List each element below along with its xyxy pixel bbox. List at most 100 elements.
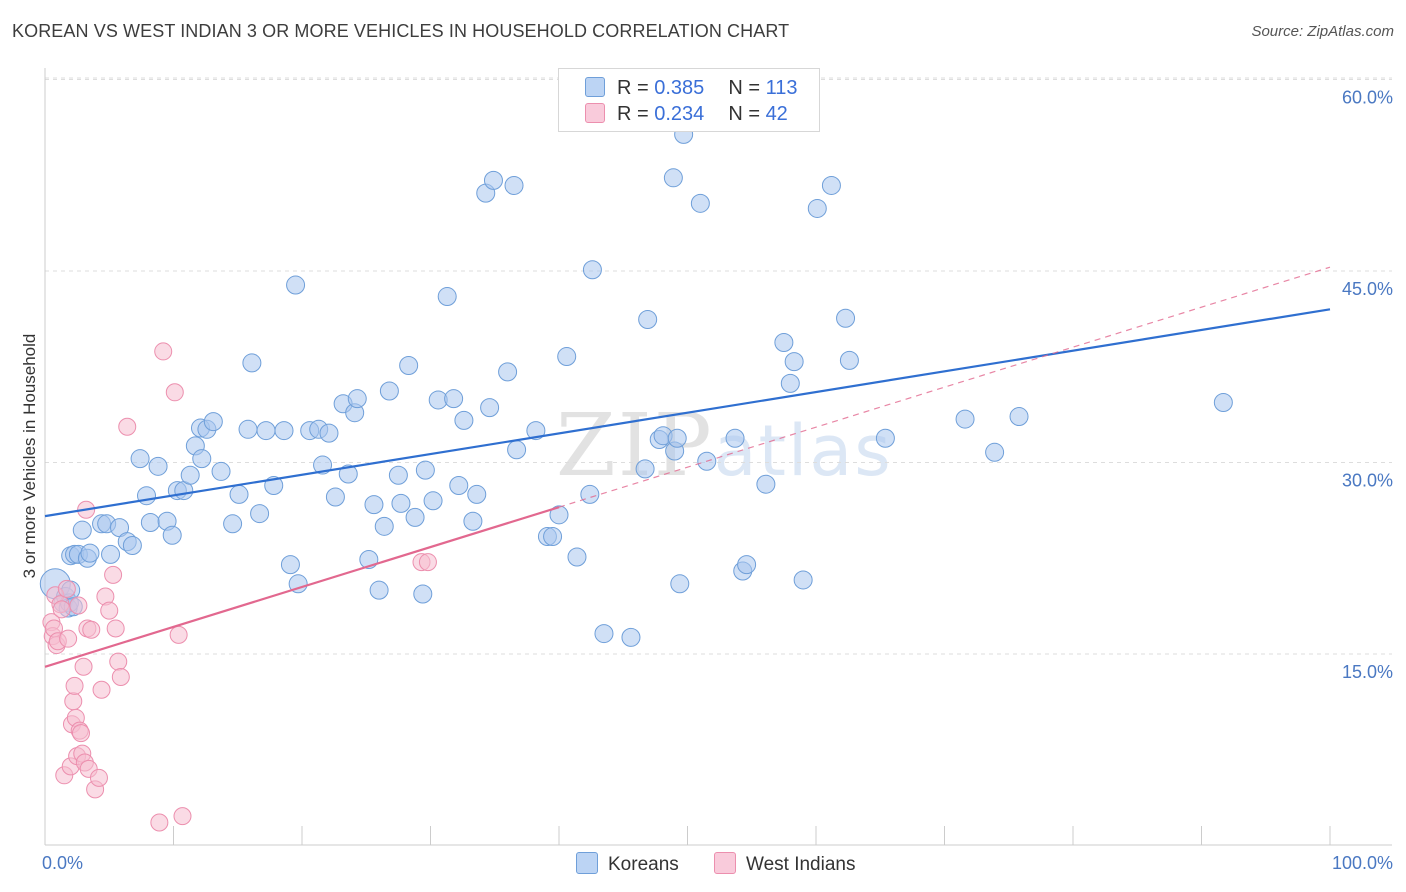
korean-point — [148, 456, 168, 476]
korean-point — [347, 389, 367, 409]
westindian-point — [173, 807, 192, 826]
westindian-swatch — [585, 103, 605, 123]
westindian-point — [418, 553, 437, 572]
westindian-point — [65, 676, 84, 695]
korean-point — [594, 624, 614, 644]
korean-r-value: 0.385 — [654, 77, 705, 99]
korean-point — [557, 347, 577, 367]
korean-point — [130, 449, 150, 469]
westindian-point — [59, 629, 78, 648]
korean-point — [638, 310, 658, 330]
korean-point — [670, 574, 690, 594]
korean-legend-label: Koreans — [608, 854, 679, 875]
korean-point — [313, 455, 333, 475]
korean-point — [1213, 392, 1233, 412]
westindian-points — [42, 342, 437, 832]
westindian-point — [109, 652, 128, 671]
korean-legend-swatch — [576, 852, 598, 874]
korean-point — [549, 505, 569, 525]
korean-point — [836, 308, 856, 328]
korean-point — [483, 170, 503, 190]
westindian-trend-extension — [558, 266, 1331, 508]
y-tick-label: 30.0% — [1342, 471, 1393, 491]
korean-point — [780, 373, 800, 393]
korean-point — [690, 193, 710, 213]
korean-point — [774, 332, 794, 352]
bottom-legend-korean: Koreans — [576, 852, 679, 876]
korean-point — [180, 465, 200, 485]
korean-trend-line — [44, 308, 1331, 518]
westindian-n-label: N = — [728, 103, 766, 125]
korean-point — [415, 460, 435, 480]
y-tick-label: 60.0% — [1342, 88, 1393, 108]
korean-point — [162, 525, 182, 545]
korean-point — [504, 175, 524, 195]
korean-point — [437, 287, 457, 307]
bottom-legend-westindian: West Indians — [714, 852, 855, 876]
korean-point — [203, 412, 223, 432]
westindian-point — [92, 680, 111, 699]
korean-point — [955, 409, 975, 429]
westindian-point — [57, 579, 76, 598]
korean-point — [821, 175, 841, 195]
source-label: Source: ZipAtlas.com — [1251, 23, 1394, 40]
korean-point — [238, 419, 258, 439]
korean-point — [101, 544, 121, 564]
korean-point — [423, 491, 443, 511]
westindian-point — [118, 417, 137, 436]
korean-point — [80, 543, 100, 563]
y-tick-label: 15.0% — [1342, 662, 1393, 682]
westindian-n-value: 42 — [765, 103, 788, 125]
korean-point — [985, 442, 1005, 462]
legend-row-korean: R = 0.385 N = 113 — [585, 77, 797, 101]
korean-point — [413, 584, 433, 604]
korean-points — [39, 124, 1233, 647]
korean-point — [635, 459, 655, 479]
korean-r-label: R = — [617, 77, 655, 99]
westindian-point — [154, 342, 173, 361]
korean-point — [250, 504, 270, 524]
korean-point — [621, 627, 641, 647]
korean-point — [793, 570, 813, 590]
korean-point — [467, 484, 487, 504]
korean-point — [1009, 407, 1029, 427]
korean-point — [454, 410, 474, 430]
korean-point — [338, 464, 358, 484]
korean-point — [449, 475, 469, 495]
westindian-point — [165, 383, 184, 402]
korean-point — [229, 484, 249, 504]
chart-title: KOREAN VS WEST INDIAN 3 OR MORE VEHICLES… — [12, 21, 790, 41]
korean-point — [223, 514, 243, 534]
westindian-point — [89, 768, 108, 787]
westindian-point — [52, 600, 71, 619]
korean-point — [325, 487, 345, 507]
korean-point — [667, 428, 687, 448]
korean-swatch — [585, 77, 605, 97]
korean-point — [274, 421, 294, 441]
watermark-atlas: atlas — [713, 410, 893, 492]
korean-point — [580, 484, 600, 504]
korean-point — [507, 440, 527, 460]
westindian-trend-line — [44, 506, 560, 668]
korean-point — [391, 493, 411, 513]
correlation-legend: R = 0.385 N = 113 R = 0.234 N = 42 — [558, 68, 820, 132]
korean-point — [405, 507, 425, 527]
westindian-point — [104, 565, 123, 584]
westindian-r-value: 0.234 — [654, 103, 705, 125]
westindian-r-label: R = — [617, 103, 655, 125]
korean-point — [725, 428, 745, 448]
westindian-point — [106, 619, 125, 638]
korean-point — [364, 495, 384, 515]
westindian-legend-label: West Indians — [746, 854, 856, 875]
legend-row-westindian: R = 0.234 N = 42 — [585, 103, 788, 127]
westindian-point — [169, 625, 188, 644]
korean-point — [839, 350, 859, 370]
y-tick-label: 45.0% — [1342, 279, 1393, 299]
axes — [44, 68, 1392, 846]
korean-point — [807, 198, 827, 218]
westindian-point — [64, 692, 83, 711]
korean-point — [543, 527, 563, 547]
korean-point — [582, 260, 602, 280]
